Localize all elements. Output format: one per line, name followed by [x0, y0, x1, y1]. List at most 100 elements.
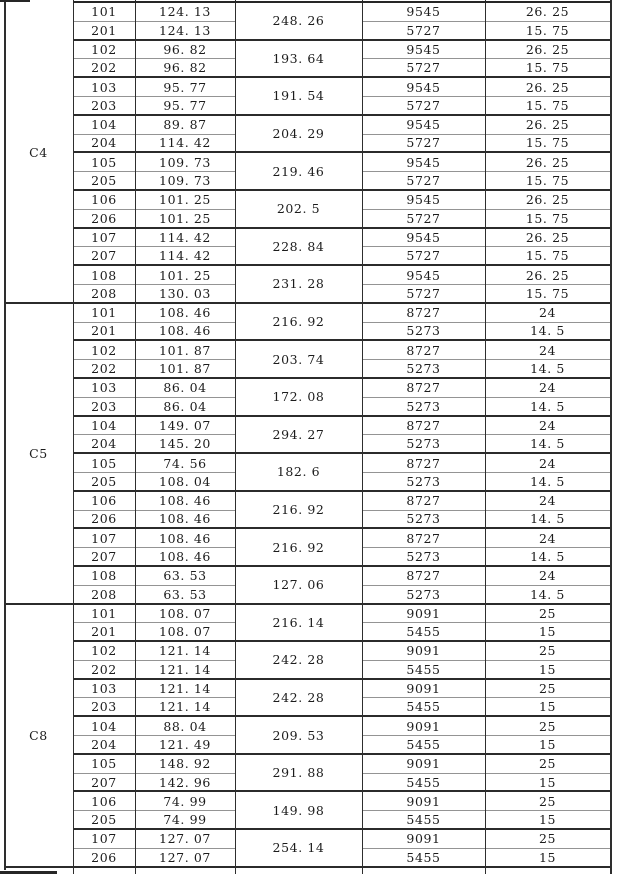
- col6-cell: 24: [485, 492, 610, 511]
- value-cell: 101. 25: [135, 210, 235, 229]
- unit-cell: 105: [73, 454, 135, 473]
- value-cell: 121. 14: [135, 680, 235, 699]
- col5-cell: 8727: [362, 304, 485, 323]
- unit-cell: 203: [73, 97, 135, 116]
- col6-cell: 15. 75: [485, 247, 610, 267]
- col6-cell: 26. 25: [485, 41, 610, 60]
- value-cell: 63. 53: [135, 586, 235, 605]
- value-cell: 63. 53: [135, 567, 235, 586]
- pair-sum-cell: 231. 28: [235, 266, 362, 304]
- value-cell: 108. 46: [135, 548, 235, 567]
- col5-cell: 9091: [362, 642, 485, 661]
- col6-cell: 24: [485, 567, 610, 586]
- col5-cell: 9545: [362, 153, 485, 173]
- col5-cell: 9091: [362, 755, 485, 774]
- value-cell: 108. 46: [135, 511, 235, 530]
- col5-cell: 8727: [362, 417, 485, 436]
- unit-cell: 206: [73, 849, 135, 868]
- value-cell: 127. 07: [135, 830, 235, 849]
- value-cell: 109. 73: [135, 153, 235, 173]
- unit-cell: 102: [73, 41, 135, 60]
- pair-sum-cell: 291. 88: [235, 755, 362, 793]
- group-label-cell: C4: [4, 3, 73, 304]
- col5-cell: 5455: [362, 623, 485, 643]
- pair-sum-cell: 209. 53: [235, 717, 362, 755]
- col5-cell: 8727: [362, 567, 485, 586]
- value-cell: 114. 42: [135, 229, 235, 248]
- unit-cell: 201: [73, 22, 135, 41]
- col5-cell: 5455: [362, 736, 485, 755]
- unit-cell: 203: [73, 398, 135, 417]
- col5-cell: 5727: [362, 59, 485, 79]
- unit-cell: 208: [73, 586, 135, 605]
- pair-sum-cell: 149. 98: [235, 792, 362, 831]
- col5-cell: 5727: [362, 135, 485, 154]
- col6-cell: 25: [485, 830, 610, 849]
- col5-cell: 9545: [362, 191, 485, 210]
- value-cell: 121. 14: [135, 642, 235, 661]
- col5-cell: 5273: [362, 323, 485, 342]
- unit-cell: 108: [73, 567, 135, 586]
- value-cell: 121. 14: [135, 698, 235, 718]
- col6-cell: 26. 25: [485, 191, 610, 210]
- col5-cell: 8727: [362, 379, 485, 398]
- unit-cell: 205: [73, 811, 135, 831]
- unit-cell: 105: [73, 153, 135, 173]
- value-cell: 74. 99: [135, 792, 235, 812]
- value-cell: 86. 04: [135, 398, 235, 417]
- unit-cell: 104: [73, 717, 135, 737]
- unit-cell: 205: [73, 172, 135, 191]
- table-gridline-v2: [134, 0, 136, 874]
- col6-cell: 25: [485, 717, 610, 737]
- col6-cell: 25: [485, 755, 610, 774]
- value-cell: 145. 20: [135, 435, 235, 455]
- col5-cell: 9545: [362, 266, 485, 285]
- pair-sum-cell: 242. 28: [235, 642, 362, 680]
- value-cell: 88. 04: [135, 717, 235, 737]
- col5-cell: 5273: [362, 473, 485, 492]
- col5-cell: 9545: [362, 116, 485, 135]
- col6-cell: 15: [485, 698, 610, 718]
- col5-cell: 9545: [362, 41, 485, 60]
- unit-cell: 101: [73, 3, 135, 22]
- col6-cell: 25: [485, 605, 610, 624]
- col5-cell: 5455: [362, 811, 485, 831]
- value-cell: 108. 46: [135, 323, 235, 342]
- col6-cell: 14. 5: [485, 398, 610, 417]
- unit-cell: 208: [73, 285, 135, 304]
- pair-sum-cell: 242. 28: [235, 680, 362, 718]
- value-cell: 108. 07: [135, 623, 235, 643]
- value-cell: 142. 96: [135, 774, 235, 793]
- col6-cell: 14. 5: [485, 548, 610, 567]
- unit-cell: 204: [73, 736, 135, 755]
- col5-cell: 5273: [362, 360, 485, 379]
- unit-cell: 201: [73, 323, 135, 342]
- value-cell: 108. 46: [135, 492, 235, 511]
- value-cell: 108. 07: [135, 605, 235, 624]
- pair-sum-cell: 191. 54: [235, 78, 362, 116]
- col5-cell: 8727: [362, 341, 485, 361]
- pair-sum-cell: 254. 14: [235, 830, 362, 868]
- col6-cell: 15. 75: [485, 22, 610, 41]
- col6-cell: 14. 5: [485, 323, 610, 342]
- col5-cell: 5273: [362, 586, 485, 605]
- value-cell: 108. 46: [135, 529, 235, 549]
- value-cell: 114. 42: [135, 247, 235, 267]
- value-cell: 114. 42: [135, 135, 235, 154]
- value-cell: 108. 46: [135, 304, 235, 323]
- value-cell: 74. 99: [135, 811, 235, 831]
- unit-cell: 202: [73, 59, 135, 79]
- col6-cell: 15: [485, 736, 610, 755]
- value-cell: 95. 77: [135, 97, 235, 116]
- col5-cell: 5727: [362, 22, 485, 41]
- col5-cell: 9091: [362, 680, 485, 699]
- col5-cell: 8727: [362, 454, 485, 473]
- value-cell: 124. 13: [135, 22, 235, 41]
- group-label-cell: C8: [4, 605, 73, 868]
- value-cell: 101. 87: [135, 341, 235, 361]
- col6-cell: 14. 5: [485, 586, 610, 605]
- value-cell: 108. 04: [135, 473, 235, 492]
- col5-cell: 8727: [362, 529, 485, 549]
- col6-cell: 15: [485, 661, 610, 680]
- value-cell: 89. 87: [135, 116, 235, 135]
